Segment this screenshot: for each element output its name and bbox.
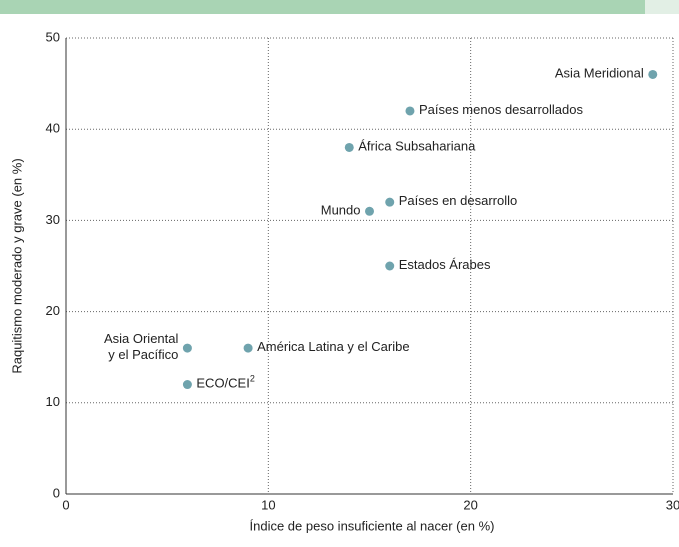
y-tick-label: 20: [46, 303, 60, 318]
point-label-line: Países en desarrollo: [399, 194, 518, 209]
y-tick-label: 30: [46, 212, 60, 227]
footnote-mark: 2: [250, 374, 255, 384]
top-band-end: [645, 0, 679, 14]
point-label: Asia Oriental y el Pacífico: [104, 332, 179, 363]
point-label-line: América Latina y el Caribe: [257, 340, 409, 355]
point: [365, 206, 374, 216]
point-label: Países menos desarrollados: [419, 102, 584, 117]
y-axis-title: Raquitismo moderado y grave (en %): [9, 158, 24, 373]
point-label-line: África Subsahariana: [358, 139, 476, 154]
y-tick-label: 40: [46, 121, 60, 136]
point-label-line: Asia Meridional: [555, 66, 644, 81]
point: [385, 261, 395, 271]
point: [182, 380, 192, 390]
x-tick-label: 10: [261, 497, 275, 512]
x-tick-label: 20: [463, 497, 477, 512]
y-tick-label: 0: [53, 485, 60, 500]
point-label: África Subsahariana: [358, 139, 476, 154]
point-label-line: Países menos desarrollados: [419, 102, 584, 117]
point-label: Estados Árabes: [399, 257, 491, 272]
point-label: ECO/CEI2: [196, 374, 254, 391]
y-tick-label: 10: [46, 394, 60, 409]
x-tick-label: 30: [666, 497, 679, 512]
point-label-line: ECO/CEI: [196, 376, 249, 391]
point-label-line: Mundo: [321, 203, 361, 218]
y-tick-label: 50: [46, 29, 60, 44]
top-band: [0, 0, 645, 14]
point: [648, 69, 658, 79]
point-label-line: Estados Árabes: [399, 257, 491, 272]
x-tick-label: 0: [62, 497, 69, 512]
point: [344, 142, 354, 152]
point: [405, 106, 415, 116]
point-label-line: Asia Oriental: [104, 332, 179, 347]
point-label-line: y el Pacífico: [108, 348, 178, 363]
point-label: América Latina y el Caribe: [257, 340, 409, 355]
point: [385, 197, 395, 207]
x-axis-title: Índice de peso insuficiente al nacer (en…: [250, 518, 495, 533]
point: [182, 343, 192, 353]
point-label: Países en desarrollo: [399, 194, 518, 209]
point-label: Mundo: [321, 203, 361, 218]
point-label: Asia Meridional: [555, 66, 644, 81]
point: [243, 343, 253, 353]
